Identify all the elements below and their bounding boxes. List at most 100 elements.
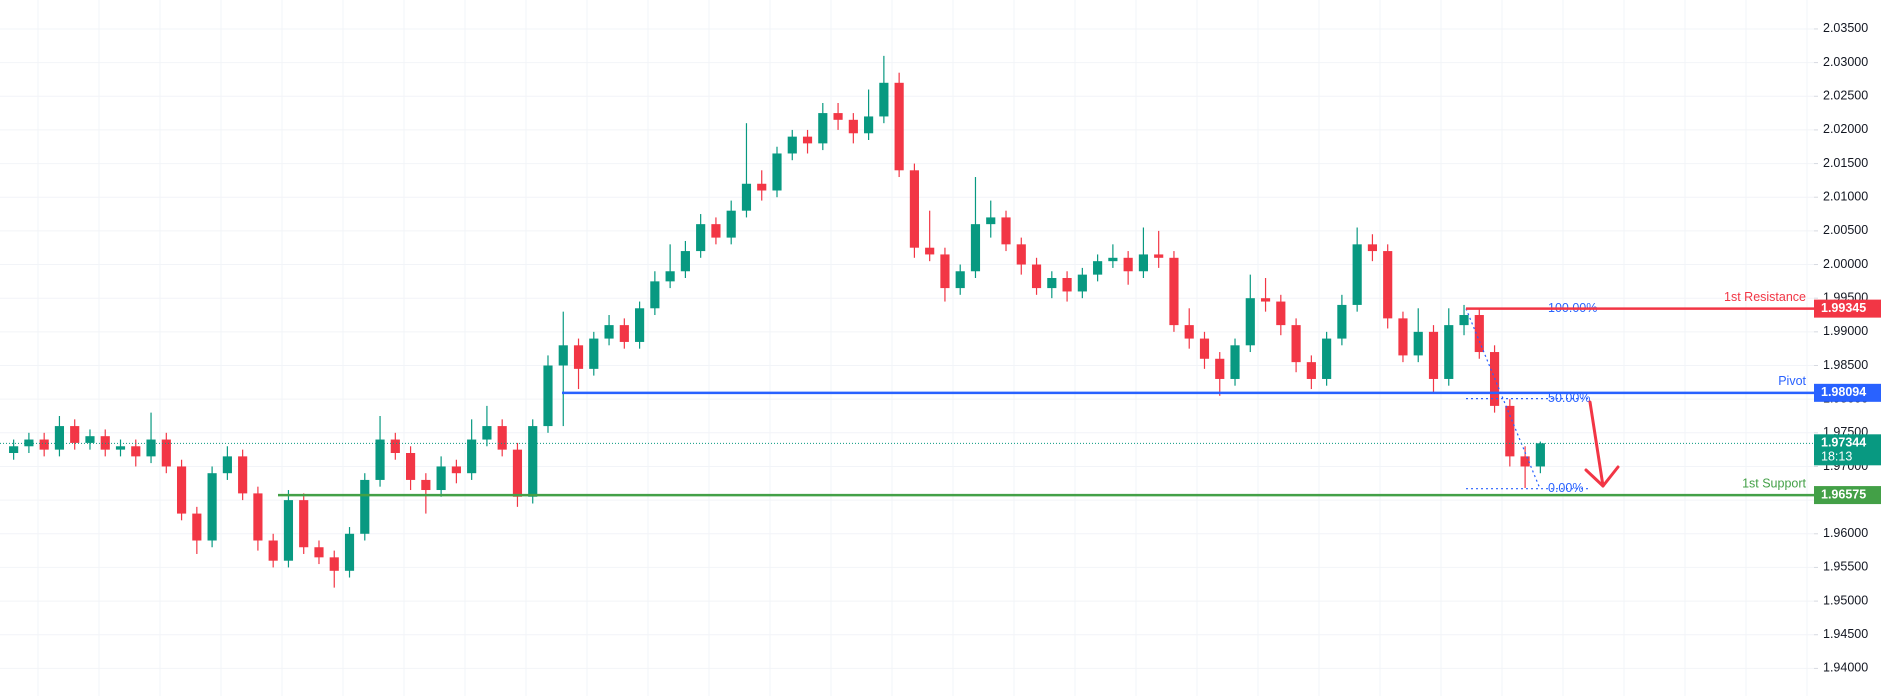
candle-body [1505, 405, 1515, 457]
y-tick-label: 1.98500 [1823, 358, 1868, 372]
candle-body [1016, 244, 1026, 265]
candle-body [619, 325, 629, 342]
candle-body [1352, 244, 1362, 305]
candle-body [283, 500, 294, 561]
price-line-value: 1.99345 [1821, 301, 1866, 315]
candle-body [1276, 301, 1286, 326]
candle-body [1215, 358, 1225, 379]
candle-body [1535, 443, 1545, 467]
candle-body [451, 466, 461, 474]
candle-body [1077, 274, 1087, 292]
candle-body [70, 426, 80, 443]
candle-body [1093, 261, 1103, 275]
candle-body [207, 473, 217, 541]
candle-body [787, 136, 797, 154]
candle-body [1474, 315, 1484, 353]
price-line-value: 1.98094 [1821, 385, 1866, 399]
price-line-name: Pivot [1778, 374, 1806, 388]
last-price-badge [1814, 434, 1881, 466]
candle-body [314, 547, 324, 558]
candle-body [1398, 318, 1408, 356]
candle-body [1459, 315, 1469, 326]
candle-body [894, 82, 904, 171]
candle-body [925, 247, 935, 255]
arrow-head [1584, 465, 1620, 488]
candle-body [1138, 254, 1148, 272]
candle-body [1154, 254, 1164, 258]
fib-level-label: 0.00% [1548, 481, 1583, 495]
candle-body [299, 500, 309, 548]
candle-body [1169, 257, 1179, 326]
candle-body [497, 426, 507, 450]
y-tick-label: 2.01000 [1823, 190, 1868, 204]
candle-body [9, 446, 19, 454]
candle-body [665, 271, 675, 282]
candle-body [192, 513, 202, 541]
candle-body [650, 281, 660, 309]
candle-body [558, 345, 568, 366]
y-tick-label: 1.99000 [1823, 324, 1868, 338]
candle-body [848, 119, 858, 134]
candle-body [512, 449, 523, 497]
candle-body [482, 426, 492, 440]
candle-body [726, 210, 736, 238]
candle-body [436, 466, 446, 491]
candle-body [467, 439, 477, 474]
candle-body [680, 251, 690, 272]
candle-body [1306, 362, 1316, 379]
candle-body [1062, 277, 1072, 292]
price-line-value: 1.96575 [1821, 487, 1866, 501]
candle-body [1001, 217, 1011, 245]
candle-body [589, 338, 599, 369]
candle-body [1123, 257, 1133, 272]
candle-body [696, 224, 706, 252]
y-tick-label: 1.95000 [1823, 593, 1868, 607]
candle-body [421, 479, 431, 491]
candle-body [238, 456, 248, 494]
candle-body [955, 271, 965, 289]
candle-body [54, 426, 65, 450]
forecast-arrow [1584, 400, 1620, 488]
price-line-badge [1814, 383, 1881, 402]
price-axis: 1.94000 1.94500 1.95000 1.95500 1.96000 1.965… [1814, 21, 1881, 675]
candle-body [864, 116, 874, 134]
candle-body [131, 446, 141, 457]
candle-body [940, 254, 950, 289]
candle-body [757, 183, 767, 191]
candle-body [833, 113, 843, 120]
fib-level-label: 50.00% [1548, 391, 1590, 405]
candle-body [1367, 244, 1378, 252]
candle-body [1337, 304, 1347, 339]
candle-body [222, 456, 232, 474]
candle-body [1199, 338, 1210, 359]
candle-body [390, 439, 400, 454]
candle-body [543, 365, 553, 427]
y-tick-label: 1.96000 [1823, 526, 1868, 540]
candle-body [176, 466, 187, 514]
candle-body [986, 217, 996, 225]
candle-body [1383, 251, 1393, 319]
y-tick-label: 2.00500 [1823, 223, 1868, 237]
candle-body [909, 170, 919, 248]
candle-body [818, 113, 828, 144]
y-tick-label: 1.94500 [1823, 627, 1868, 641]
candle-body [1245, 298, 1255, 346]
candle-body [253, 493, 263, 541]
candle-body [1260, 298, 1271, 302]
y-tick-label: 2.02000 [1823, 122, 1868, 136]
candle-body [375, 439, 385, 480]
candle-body [24, 439, 34, 447]
candle-body [1413, 331, 1423, 356]
candle-body [772, 153, 782, 191]
price-line-name: 1st Support [1742, 476, 1806, 490]
candle-body [39, 439, 49, 450]
candle-body [344, 533, 355, 571]
candle-body [528, 426, 538, 497]
candle-body [1031, 264, 1042, 289]
candle-body [1520, 456, 1530, 467]
candle-body [406, 453, 416, 480]
candle-body [970, 224, 981, 272]
last-price-value: 1.97344 [1821, 436, 1866, 450]
candle-body [1322, 338, 1332, 379]
